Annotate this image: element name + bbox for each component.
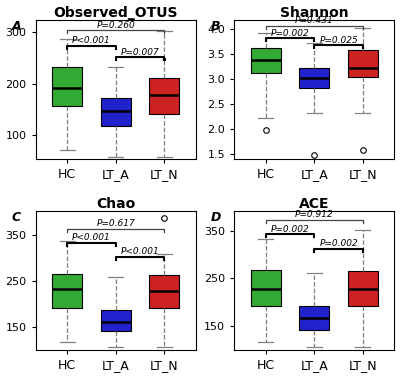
Text: P=0.002: P=0.002 [271,225,310,234]
PathPatch shape [299,306,330,330]
Text: P=0.431: P=0.431 [295,16,334,25]
Text: P<0.001: P<0.001 [72,36,111,45]
PathPatch shape [101,98,131,126]
Title: ACE: ACE [299,197,330,211]
Text: D: D [210,211,221,224]
Text: P=0.617: P=0.617 [96,219,135,228]
Text: P=0.007: P=0.007 [121,48,160,57]
PathPatch shape [52,67,82,105]
Text: P<0.001: P<0.001 [72,233,111,242]
Text: P=0.002: P=0.002 [319,239,358,248]
PathPatch shape [348,50,378,77]
Title: Chao: Chao [96,197,135,211]
PathPatch shape [299,68,330,88]
Text: A: A [12,20,21,33]
PathPatch shape [101,310,131,331]
Text: C: C [12,211,21,224]
PathPatch shape [52,274,82,308]
Text: P=0.025: P=0.025 [319,36,358,45]
PathPatch shape [251,48,281,73]
Text: P=0.912: P=0.912 [295,211,334,219]
Title: Observed_OTUS: Observed_OTUS [54,6,178,20]
Text: P=0.260: P=0.260 [96,21,135,30]
Title: Shannon: Shannon [280,6,349,20]
Text: P=0.002: P=0.002 [271,29,310,38]
PathPatch shape [149,78,179,114]
PathPatch shape [251,270,281,306]
PathPatch shape [348,271,378,306]
Text: B: B [210,20,220,33]
Text: P<0.001: P<0.001 [121,247,160,256]
PathPatch shape [149,275,179,308]
